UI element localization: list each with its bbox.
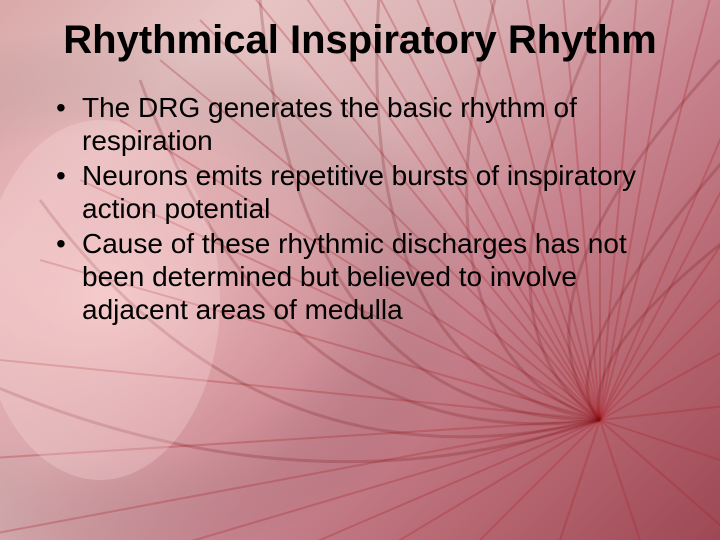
slide-title: Rhythmical Inspiratory Rhythm [50,18,670,63]
list-item: The DRG generates the basic rhythm of re… [56,91,670,157]
slide-content: Rhythmical Inspiratory Rhythm The DRG ge… [0,0,720,326]
bullet-list: The DRG generates the basic rhythm of re… [50,91,670,326]
list-item: Cause of these rhythmic discharges has n… [56,227,670,326]
list-item: Neurons emits repetitive bursts of inspi… [56,159,670,225]
slide: Rhythmical Inspiratory Rhythm The DRG ge… [0,0,720,540]
